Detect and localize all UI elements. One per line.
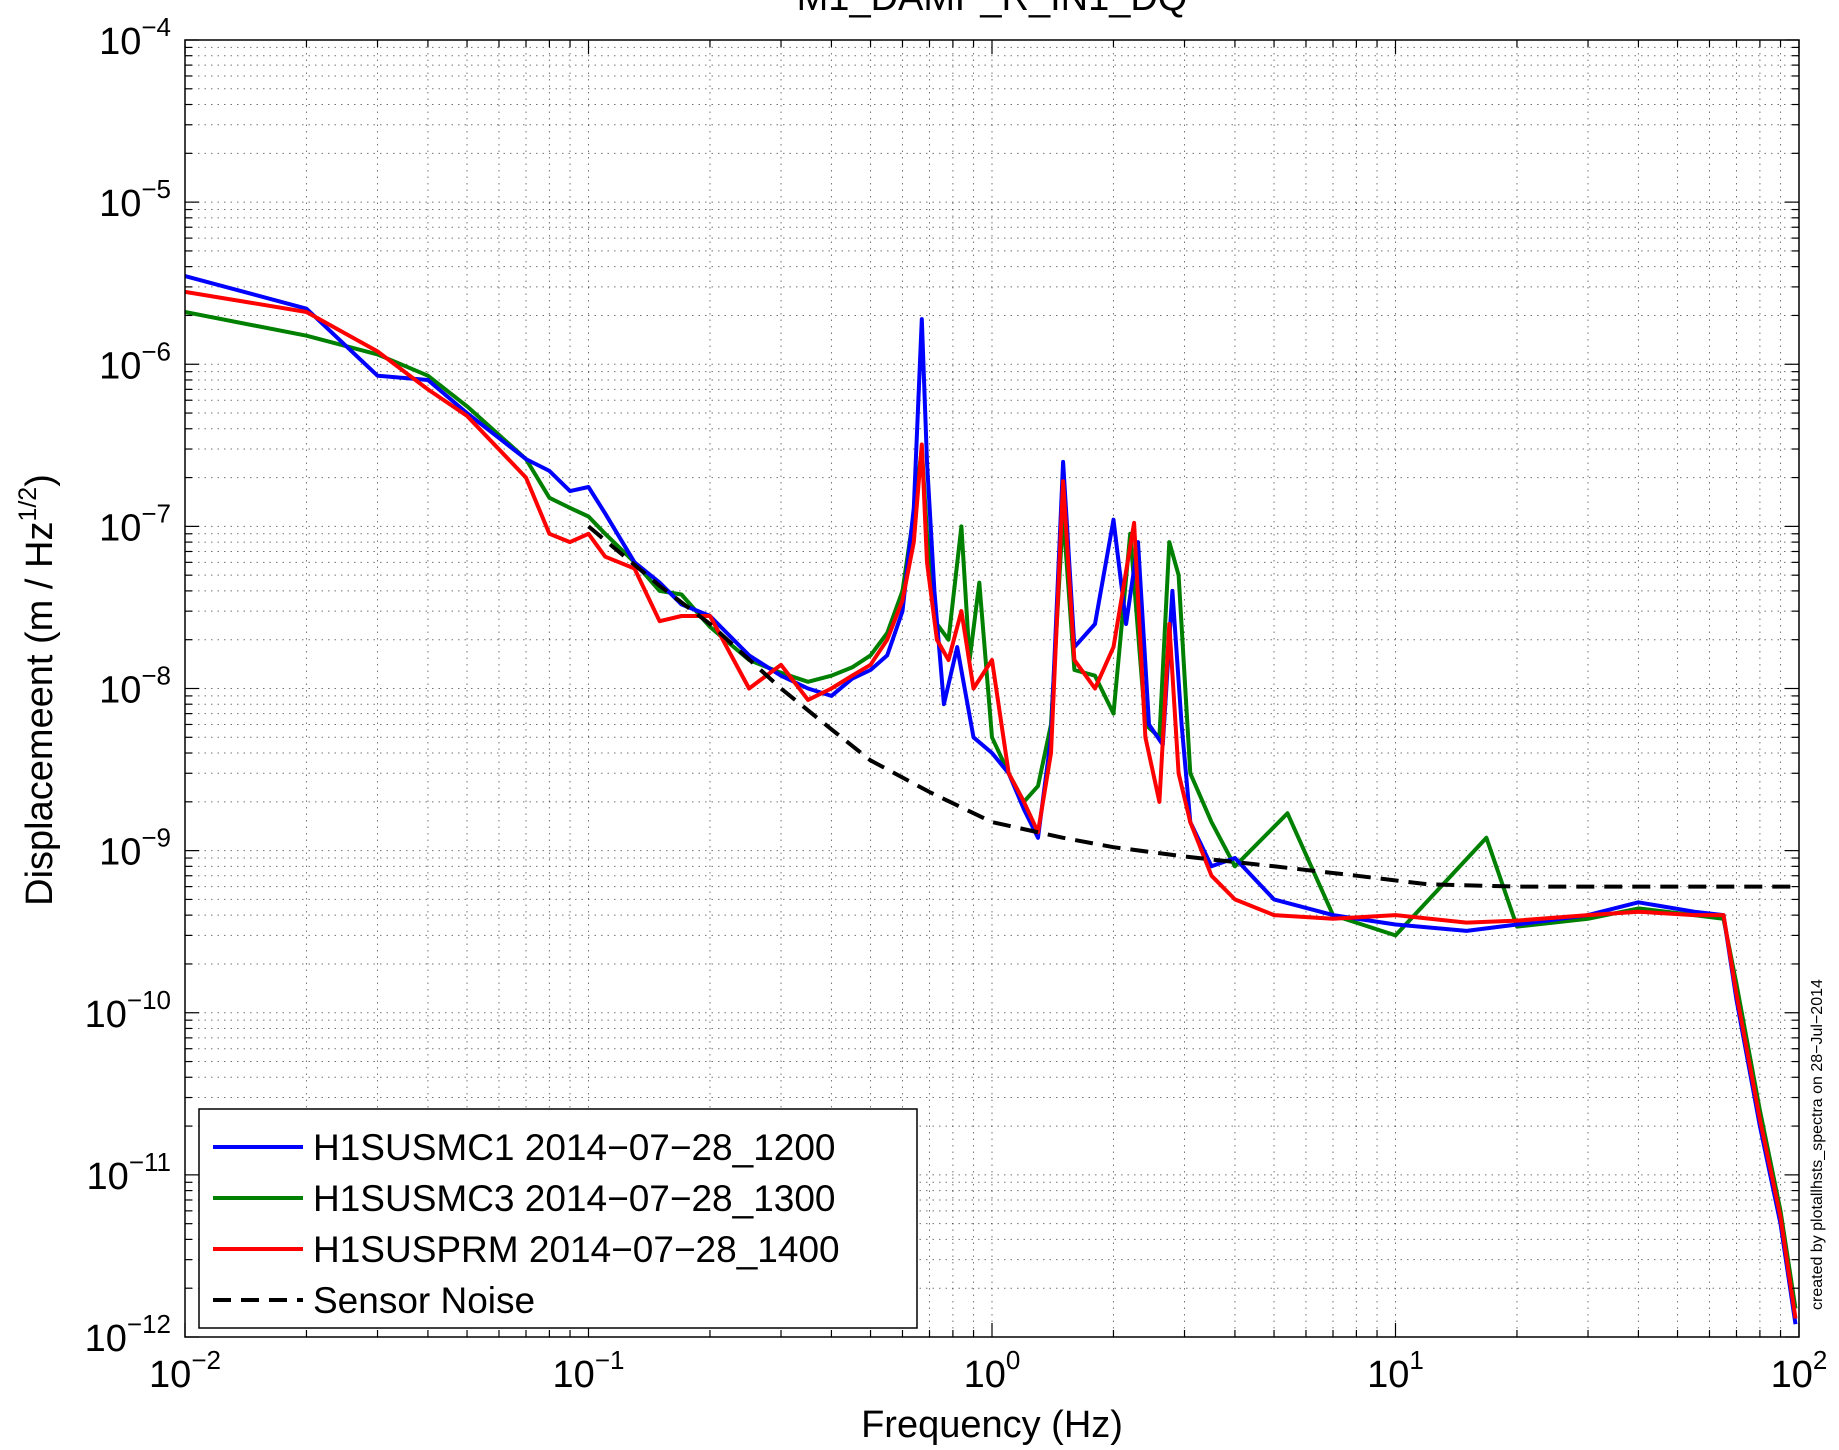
series-line (185, 274, 1798, 1325)
legend: H1SUSMC1 2014−07−28_1200 H1SUSMC3 2014−07… (198, 1108, 918, 1329)
x-tick-label: 100 (964, 1345, 1021, 1396)
axis-ticks: 10−2 10−1 100 101 102 10−12 10−11 10−10 10−9 10−8… (85, 12, 1828, 1396)
legend-label: H1SUSPRM 2014−07−28_1400 (313, 1229, 840, 1270)
y-tick-label: 10−5 (99, 174, 171, 225)
y-tick-label: 10−9 (99, 823, 171, 874)
x-tick-label: 10−2 (149, 1345, 221, 1396)
y-tick-label: 10−11 (87, 1147, 171, 1198)
legend-label: H1SUSMC3 2014−07−28_1300 (313, 1178, 836, 1219)
y-tick-label: 10−7 (99, 498, 171, 549)
series-line (185, 289, 1798, 1319)
x-tick-label: 10−1 (553, 1345, 625, 1396)
y-tick-label: 10−8 (99, 661, 171, 712)
series-line (587, 524, 1799, 889)
y-tick-label: 10−4 (99, 12, 171, 63)
x-tick-label: 102 (1771, 1345, 1828, 1396)
x-tick-label: 101 (1367, 1345, 1424, 1396)
y-tick-label: 10−10 (85, 985, 171, 1036)
credit-text: created by plotallhsts_spectra on 28−Jul… (1809, 979, 1826, 1310)
y-axis-label: Displacemeent (m / Hz1/2) (14, 474, 61, 906)
legend-label: H1SUSMC1 2014−07−28_1200 (313, 1127, 836, 1168)
y-tick-label: 10−6 (99, 336, 171, 387)
y-tick-label: 10−12 (85, 1309, 171, 1360)
legend-box (198, 1108, 918, 1329)
chart-title: M1_DAMP_R_IN1_DQ (797, 0, 1188, 19)
legend-label: Sensor Noise (313, 1280, 535, 1321)
x-axis-label: Frequency (Hz) (861, 1404, 1123, 1446)
series-group (185, 274, 1799, 1325)
